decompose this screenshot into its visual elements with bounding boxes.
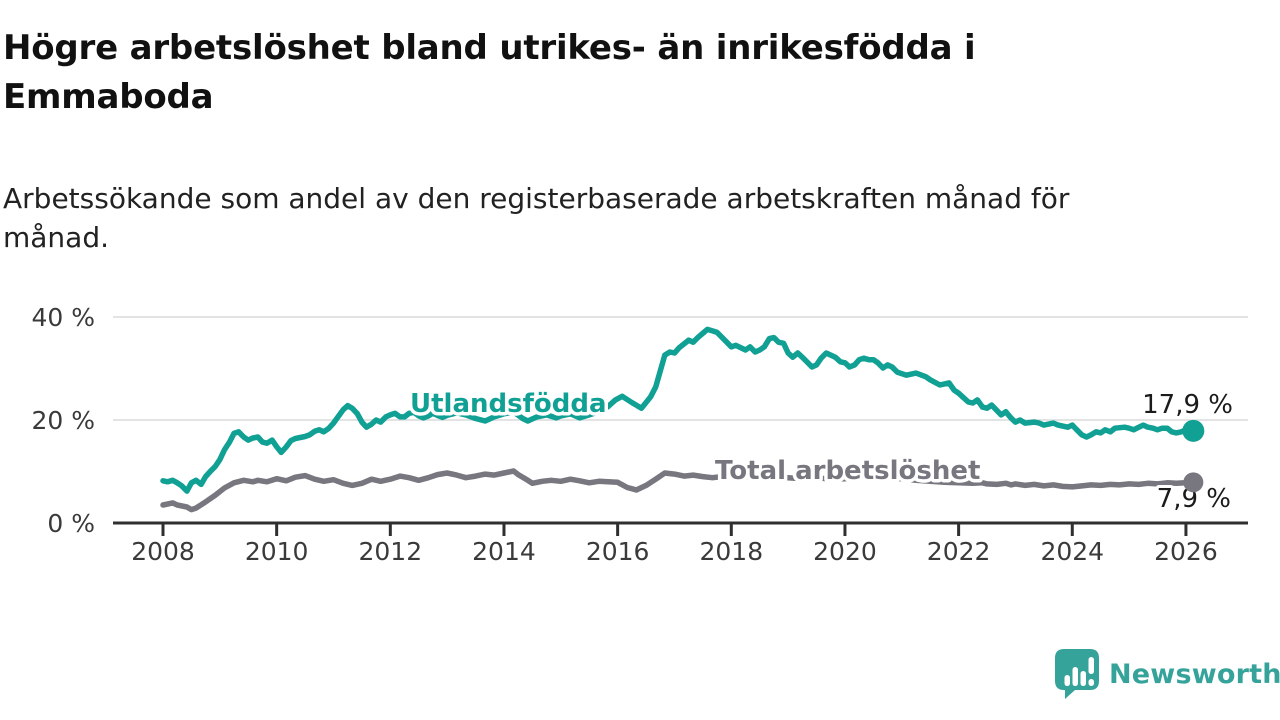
x-tick-label: 2024 xyxy=(1040,537,1104,566)
x-tick-label: 2008 xyxy=(131,537,195,566)
logo-bar-2 xyxy=(1072,667,1078,686)
series-endpoint-dot-utlandsfodda xyxy=(1182,419,1205,442)
newsworthy-logo: Newsworthy xyxy=(1054,648,1280,700)
series-label-utlandsfodda: Utlandsfödda xyxy=(410,389,607,419)
chart-subtitle-line1: Arbetssökande som andel av den registerb… xyxy=(3,182,1070,215)
x-tick-label: 2020 xyxy=(813,537,877,566)
series-line-utlandsfodda xyxy=(160,326,1197,494)
x-tick-label: 2018 xyxy=(699,537,763,566)
x-tick-label: 2016 xyxy=(586,537,650,566)
x-tick-label: 2022 xyxy=(927,537,991,566)
x-tick-label: 2014 xyxy=(472,537,536,566)
newsworthy-brand-text: Newsworthy xyxy=(1109,658,1280,690)
logo-exclamation-dot xyxy=(1088,679,1094,686)
end-value-label-utlandsfodda: 17,9 % xyxy=(1142,390,1233,420)
logo-exclamation-bar xyxy=(1088,657,1094,674)
series-line-total-arbetsloshet xyxy=(160,468,1197,513)
series-endpoint-dot-total-arbetsloshet xyxy=(1183,472,1204,493)
page-title-line1: Högre arbetslöshet bland utrikes- än inr… xyxy=(3,28,976,68)
logo-bar-3 xyxy=(1080,671,1086,686)
chart-subtitle-line2: månad. xyxy=(3,221,110,254)
page-title-line2: Emmaboda xyxy=(3,77,214,117)
page-title: Högre arbetslöshet bland utrikes- än inr… xyxy=(3,24,1123,122)
x-tick-label: 2010 xyxy=(245,537,309,566)
y-tick-label: 0 % xyxy=(47,509,95,538)
x-tick-label: 2026 xyxy=(1154,537,1218,566)
y-tick-label: 40 % xyxy=(31,303,95,332)
newsworthy-logo-icon xyxy=(1055,649,1099,699)
logo-bar-1 xyxy=(1064,675,1070,686)
x-tick-label: 2012 xyxy=(359,537,423,566)
y-tick-label: 20 % xyxy=(31,406,95,435)
series-label-total-arbetsloshet: Total arbetslöshet xyxy=(715,456,980,486)
chart-subtitle: Arbetssökande som andel av den registerb… xyxy=(3,179,1203,257)
